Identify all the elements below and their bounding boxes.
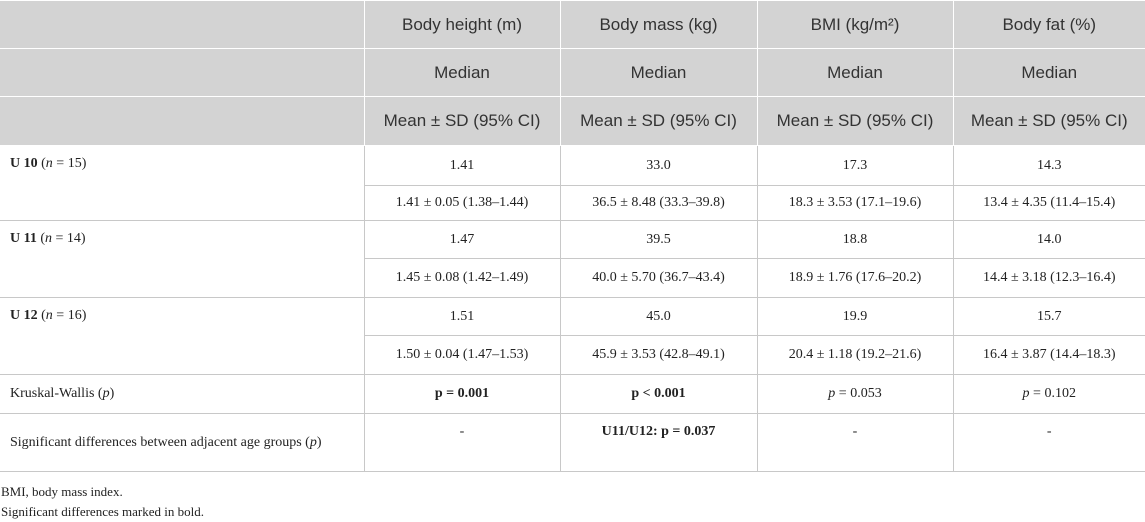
text-run: = 16) — [52, 308, 87, 323]
text-run: ( — [37, 156, 46, 171]
header-cell — [0, 48, 365, 97]
header-cell: Mean ± SD (95% CI) — [363, 96, 561, 146]
text-run: p — [309, 434, 317, 450]
median-cell: 1.41 — [363, 145, 561, 186]
text-run: = 14) — [52, 231, 86, 246]
header-cell: Body height (m) — [363, 0, 561, 49]
median-row: U 12 (n = 16) 1.51 45.0 19.9 15.7 — [0, 297, 1145, 375]
mean-cell: 13.4 ± 4.35 (11.4–15.4) — [952, 185, 1145, 221]
median-cell: 39.5 — [559, 220, 758, 259]
test-cell: p = 0.053 — [756, 374, 954, 414]
test-cell: - — [363, 413, 561, 472]
table-header: Body height (m) Body mass (kg) BMI (kg/m²)… — [0, 0, 1145, 146]
median-row: U 10 (n = 15) 1.41 33.0 17.3 14.3 — [0, 145, 1145, 221]
text-run: = 0.102 — [1029, 386, 1076, 401]
text-run: Significant differences between adjacent… — [10, 434, 310, 450]
header-row: Body height (m) Body mass (kg) BMI (kg/m²)… — [0, 0, 1145, 49]
mean-cell: 36.5 ± 8.48 (33.3–39.8) — [559, 185, 758, 221]
mean-cell: 20.4 ± 1.18 (19.2–21.6) — [756, 335, 954, 375]
row-label: Significant differences between adjacent… — [0, 413, 365, 472]
test-cell: - — [952, 413, 1145, 472]
median-cell: 15.7 — [952, 297, 1145, 336]
header-cell — [0, 0, 365, 49]
text-run: p < 0.001 — [631, 386, 686, 401]
header-cell: Median — [363, 48, 561, 97]
header-cell: Mean ± SD (95% CI) — [559, 96, 758, 146]
test-cell: p = 0.001 — [363, 374, 561, 414]
header-cell: Body fat (%) — [952, 0, 1145, 49]
text-run: ) — [109, 386, 115, 401]
test-row: Kruskal-Wallis (p) p = 0.001 p < 0.001 p = … — [0, 374, 1145, 414]
header-row: Median Median Median Median — [0, 48, 1145, 97]
mean-cell: 14.4 ± 3.18 (12.3–16.4) — [952, 258, 1145, 298]
header-cell: Median — [756, 48, 954, 97]
test-cell: p = 0.102 — [952, 374, 1145, 414]
mean-row: 1.45 ± 0.08 (1.42–1.49) 40.0 ± 5.70 (36.7… — [0, 258, 1145, 298]
text-run: U 10 — [10, 156, 38, 171]
text-run: = 0.053 — [835, 386, 882, 401]
mean-cell: 40.0 ± 5.70 (36.7–43.4) — [559, 258, 758, 298]
row-label: U 12 (n = 16) — [0, 297, 365, 375]
text-run: ( — [36, 231, 46, 246]
header-cell — [0, 96, 365, 146]
row-label: U 11 (n = 14) — [0, 220, 365, 298]
text-run: n — [45, 231, 53, 246]
median-cell: 14.0 — [952, 220, 1145, 259]
test-cell: p < 0.001 — [559, 374, 758, 414]
median-cell: 19.9 — [756, 297, 954, 336]
text-run: U 12 — [10, 308, 38, 323]
text-run: U11/U12: p = 0.037 — [601, 424, 716, 439]
mean-cell: 45.9 ± 3.53 (42.8–49.1) — [559, 335, 758, 375]
median-row: U 11 (n = 14) 1.47 39.5 18.8 14.0 — [0, 220, 1145, 298]
median-cell: 1.47 — [363, 220, 561, 259]
mean-row: 1.50 ± 0.04 (1.47–1.53) 45.9 ± 3.53 (42.8… — [0, 335, 1145, 375]
header-cell: Mean ± SD (95% CI) — [952, 96, 1145, 146]
median-cell: 45.0 — [559, 297, 758, 336]
header-cell: Mean ± SD (95% CI) — [756, 96, 954, 146]
footnotes: BMI, body mass index. Significant differe… — [0, 482, 1145, 522]
median-cell: 14.3 — [952, 145, 1145, 186]
row-label: U 10 (n = 15) — [0, 145, 365, 221]
text-run: = 15) — [52, 156, 87, 171]
mean-cell: 16.4 ± 3.87 (14.4–18.3) — [952, 335, 1145, 375]
footnote: BMI, body mass index. — [1, 484, 123, 499]
text-run: ( — [37, 308, 46, 323]
mean-cell: 1.41 ± 0.05 (1.38–1.44) — [364, 185, 561, 221]
header-cell: Median — [952, 48, 1145, 97]
mean-cell: 18.3 ± 3.53 (17.1–19.6) — [756, 185, 954, 221]
mean-cell: 1.45 ± 0.08 (1.42–1.49) — [364, 258, 561, 298]
test-cell: U11/U12: p = 0.037 — [559, 413, 758, 472]
test-cell: - — [756, 413, 954, 472]
median-cell: 17.3 — [756, 145, 954, 186]
text-run: n — [45, 156, 53, 171]
text-run: ) — [316, 434, 322, 450]
header-cell: Body mass (kg) — [559, 0, 758, 49]
header-cell: Median — [559, 48, 758, 97]
row-label: Kruskal-Wallis (p) — [0, 374, 365, 414]
mean-cell: 1.50 ± 0.04 (1.47–1.53) — [364, 335, 561, 375]
median-cell: 1.51 — [363, 297, 561, 336]
table-body: U 10 (n = 15) 1.41 33.0 17.3 14.3 1.41 ± 0.05… — [0, 145, 1145, 472]
text-run: p — [828, 386, 836, 401]
text-run: Kruskal-Wallis ( — [10, 386, 103, 401]
header-cell: BMI (kg/m²) — [756, 0, 954, 49]
text-run: p — [1022, 386, 1030, 401]
footnote: Significant differences marked in bold. — [1, 504, 205, 519]
median-cell: 33.0 — [559, 145, 758, 186]
header-row: Mean ± SD (95% CI) Mean ± SD (95% CI) Mean… — [0, 96, 1145, 146]
test-row: Significant differences between adjacent… — [0, 413, 1145, 472]
text-run: p — [102, 386, 110, 401]
median-cell: 18.8 — [756, 220, 954, 259]
text-run: n — [45, 308, 53, 323]
text-run: p = 0.001 — [434, 386, 490, 401]
data-table: Body height (m) Body mass (kg) BMI (kg/m²)… — [0, 0, 1145, 472]
text-run: U 11 — [10, 231, 37, 246]
mean-cell: 18.9 ± 1.76 (17.6–20.2) — [756, 258, 954, 298]
